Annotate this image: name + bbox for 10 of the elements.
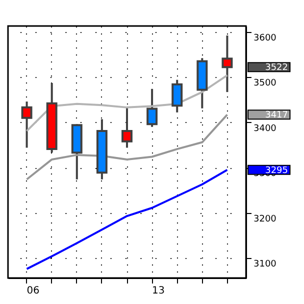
text: 3417 <box>265 110 288 121</box>
y-tick-label: 3200 <box>254 214 277 224</box>
y-tick-label: 3100 <box>254 260 277 270</box>
y-tick-label: 3500 <box>254 78 277 89</box>
y-tick-label: 3600 <box>254 33 277 44</box>
text: 3295 <box>265 166 288 176</box>
text: 3522 <box>265 63 288 74</box>
x-tick-label: 13 <box>152 286 165 296</box>
y-tick-label: 3400 <box>254 124 277 134</box>
x-tick-label: 06 <box>26 286 40 296</box>
